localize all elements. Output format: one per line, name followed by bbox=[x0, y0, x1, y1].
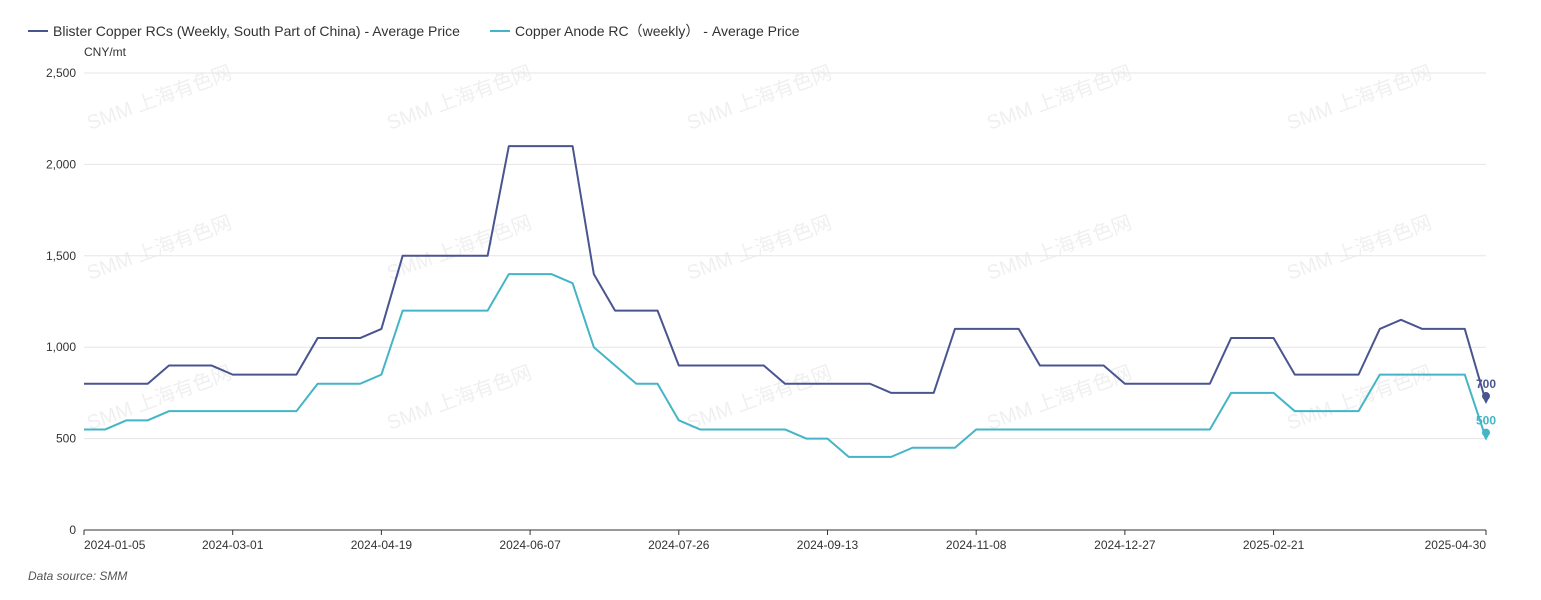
x-tick-label: 2024-03-01 bbox=[202, 538, 264, 552]
y-tick-label: 1,500 bbox=[46, 249, 76, 263]
watermark-text: SMM 上海有色网 bbox=[984, 211, 1135, 285]
x-tick-label: 2024-07-26 bbox=[648, 538, 710, 552]
x-tick-label: 2024-04-19 bbox=[351, 538, 413, 552]
y-tick-label: 500 bbox=[56, 432, 76, 446]
x-tick-label: 2024-09-13 bbox=[797, 538, 859, 552]
y-tick-label: 0 bbox=[69, 523, 76, 537]
y-tick-label: 1,000 bbox=[46, 340, 76, 354]
y-axis-unit: CNY/mt bbox=[84, 45, 127, 59]
x-tick-label: 2025-04-30 bbox=[1425, 538, 1487, 552]
watermark-text: SMM 上海有色网 bbox=[84, 61, 235, 135]
legend-item-copper-anode[interactable]: Copper Anode RC（weekly） - Average Price bbox=[490, 23, 800, 39]
watermark-text: SMM 上海有色网 bbox=[384, 361, 535, 435]
x-tick-label: 2025-02-21 bbox=[1243, 538, 1305, 552]
data-source: Data source: SMM bbox=[28, 569, 127, 583]
legend[interactable]: Blister Copper RCs (Weekly, South Part o… bbox=[28, 23, 800, 39]
watermark-text: SMM 上海有色网 bbox=[384, 61, 535, 135]
x-tick-label: 2024-01-05 bbox=[84, 538, 146, 552]
end-value-label: 500 bbox=[1476, 414, 1496, 428]
watermark-text: SMM 上海有色网 bbox=[984, 61, 1135, 135]
y-axis-ticks: 0 500 1,000 1,500 2,000 2,500 bbox=[46, 66, 76, 537]
watermark-text: SMM 上海有色网 bbox=[1284, 61, 1435, 135]
x-tick-label: 2024-12-27 bbox=[1094, 538, 1156, 552]
watermark-text: SMM 上海有色网 bbox=[684, 361, 835, 435]
end-value-label: 700 bbox=[1476, 377, 1496, 391]
watermark-text: SMM 上海有色网 bbox=[84, 211, 235, 285]
legend-item-blister-copper[interactable]: Blister Copper RCs (Weekly, South Part o… bbox=[28, 23, 460, 39]
y-tick-label: 2,000 bbox=[46, 157, 76, 171]
watermark-text: SMM 上海有色网 bbox=[84, 361, 235, 435]
watermark-text: SMM 上海有色网 bbox=[684, 211, 835, 285]
watermark-text: SMM 上海有色网 bbox=[1284, 211, 1435, 285]
watermark-layer: SMM 上海有色网 SMM 上海有色网 SMM 上海有色网 SMM 上海有色网 SMM … bbox=[84, 61, 1435, 435]
x-axis-ticks: 2024-01-05 2024-03-01 2024-04-19 2024-06-07… bbox=[83, 530, 1487, 552]
series-line-1[interactable] bbox=[84, 273, 1487, 458]
x-tick-label: 2024-11-08 bbox=[946, 538, 1007, 552]
legend-label-anode: Copper Anode RC（weekly） - Average Price bbox=[515, 23, 800, 39]
series-line-0[interactable] bbox=[84, 145, 1487, 403]
grid-lines bbox=[84, 72, 1486, 440]
end-point-pin bbox=[1483, 398, 1489, 405]
x-tick-label: 2024-06-07 bbox=[499, 538, 561, 552]
watermark-text: SMM 上海有色网 bbox=[684, 61, 835, 135]
end-point-pin bbox=[1483, 434, 1489, 441]
y-tick-label: 2,500 bbox=[46, 66, 76, 80]
end-markers: 700 500 bbox=[1476, 377, 1496, 441]
series-lines bbox=[84, 145, 1487, 458]
legend-label-blister: Blister Copper RCs (Weekly, South Part o… bbox=[53, 23, 460, 39]
